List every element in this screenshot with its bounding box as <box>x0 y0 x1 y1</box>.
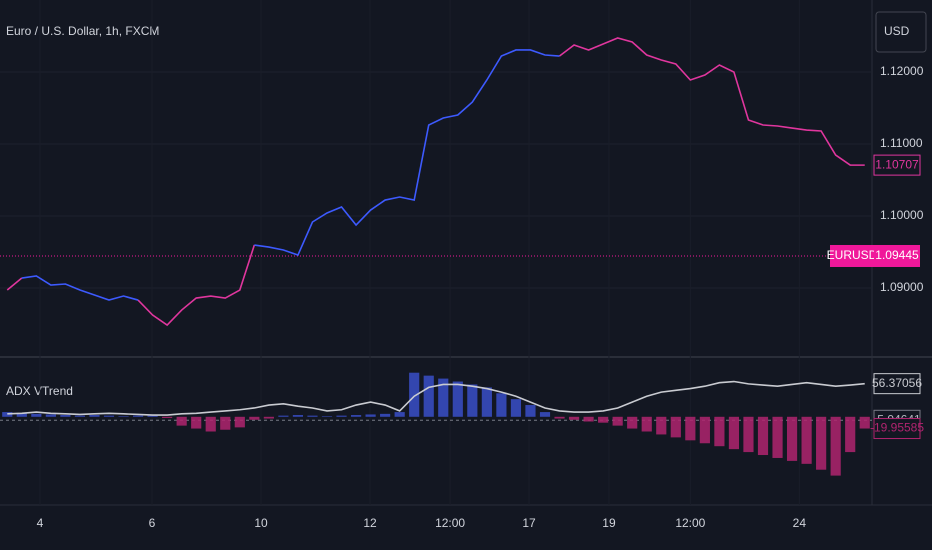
histogram-bar <box>641 416 652 432</box>
last-value-box <box>873 418 921 440</box>
y-tick-label: 1.10000 <box>880 208 924 222</box>
last-value: 56.37056 <box>872 376 922 390</box>
histogram-bar <box>685 416 696 441</box>
histogram-bar <box>772 416 783 458</box>
histogram-bar <box>830 416 841 476</box>
y-tick-label: 1.12000 <box>880 64 924 78</box>
histogram-bar <box>801 416 812 464</box>
x-tick-label: 12 <box>363 516 377 530</box>
reference-price-tag <box>874 244 920 267</box>
x-tick-label: 6 <box>149 516 156 530</box>
histogram-bar <box>118 416 129 417</box>
histogram-bar <box>612 416 623 426</box>
reference-price: 1.09445 <box>875 248 919 262</box>
histogram-bar <box>205 416 216 432</box>
histogram-bar <box>496 393 507 417</box>
histogram-bar <box>539 412 551 417</box>
histogram-bar <box>176 416 187 426</box>
histogram-bar <box>699 416 710 444</box>
histogram-bar <box>816 416 827 470</box>
histogram-bar <box>89 415 100 417</box>
histogram-bar <box>481 387 492 417</box>
histogram-bar <box>728 416 740 450</box>
histogram-bar <box>670 416 681 438</box>
histogram-bar <box>132 415 144 417</box>
histogram-bar <box>525 405 536 417</box>
histogram-bar <box>60 415 71 417</box>
histogram-bar <box>31 413 42 417</box>
histogram-bar <box>263 416 274 419</box>
last-value: -19.95585 <box>870 421 924 435</box>
x-tick-label: 4 <box>37 516 44 530</box>
chart-title: Euro / U.S. Dollar, 1h, FXCM <box>6 24 159 38</box>
histogram-bar <box>234 416 245 428</box>
histogram-bar <box>220 416 231 430</box>
currency-button[interactable] <box>875 11 927 53</box>
last-price: 1.10707 <box>875 157 919 171</box>
histogram-bar <box>409 372 420 417</box>
x-tick-label: 17 <box>522 516 536 530</box>
x-tick-label: 24 <box>793 516 807 530</box>
reference-tag <box>830 244 874 267</box>
line <box>7 380 865 416</box>
line <box>21 49 560 301</box>
histogram-bar <box>74 415 86 417</box>
histogram-bar <box>583 416 594 422</box>
histogram-bar <box>510 399 522 417</box>
histogram-bar <box>627 416 638 429</box>
histogram-bar <box>365 414 376 417</box>
histogram-bar <box>380 413 391 417</box>
histogram-bar <box>336 415 347 417</box>
histogram-bar <box>162 416 173 418</box>
histogram-bar <box>656 416 667 435</box>
histogram-bar <box>452 381 463 417</box>
histogram-bar <box>714 416 725 447</box>
histogram-bar <box>307 415 318 417</box>
histogram-bar <box>467 384 478 417</box>
histogram-bar <box>438 378 449 417</box>
x-tick-label: 19 <box>602 516 616 530</box>
last-value-box <box>873 373 921 395</box>
histogram-bar <box>249 416 260 420</box>
x-tick-label: 12:00 <box>675 516 705 530</box>
histogram-bar <box>292 415 304 417</box>
histogram-bar <box>845 416 856 453</box>
last-price-box <box>873 154 921 176</box>
histogram-bar <box>16 413 27 417</box>
histogram-bar <box>568 416 580 420</box>
histogram-bar <box>394 412 405 417</box>
histogram-bar <box>103 415 115 417</box>
histogram-bar <box>147 415 158 417</box>
x-tick-label: 12:00 <box>435 516 465 530</box>
indicator-title: ADX VTrend <box>6 384 73 398</box>
reference-name: EURUSD <box>827 248 878 262</box>
y-tick-label: 1.11000 <box>880 136 923 150</box>
histogram-bar <box>191 416 202 429</box>
histogram-bar <box>321 416 333 417</box>
histogram-bar <box>2 412 13 417</box>
histogram-bar <box>598 416 609 423</box>
histogram-bar <box>786 416 798 461</box>
histogram-bar <box>554 416 565 419</box>
histogram-bar <box>757 416 769 456</box>
histogram-bar <box>859 416 870 429</box>
histogram-bar <box>45 414 56 417</box>
y-tick-label: 1.09000 <box>880 280 924 294</box>
histogram-bar <box>743 416 754 453</box>
histogram-bar <box>350 415 362 417</box>
currency[interactable]: USD <box>884 24 910 38</box>
line <box>6 37 865 327</box>
x-tick-label: 10 <box>254 516 268 530</box>
histogram-bar <box>278 415 289 417</box>
histogram-bar <box>423 375 434 417</box>
